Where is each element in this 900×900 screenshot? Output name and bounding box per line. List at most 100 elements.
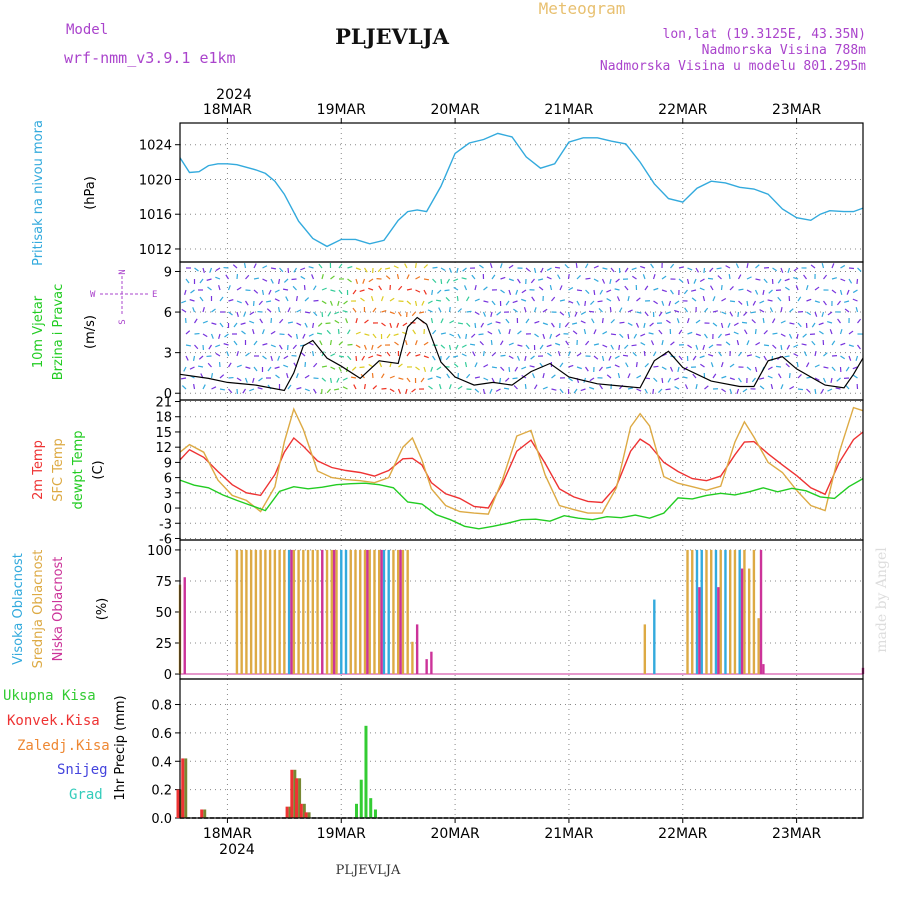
wind-arrow: [708, 353, 714, 357]
wind-arrow: [670, 263, 675, 269]
wind-arrow: [415, 289, 421, 293]
wind-arrow: [593, 355, 599, 360]
compass-rose: N S W E: [90, 269, 157, 324]
wind-arrow: [583, 328, 587, 335]
wind-arrow: [312, 285, 317, 291]
wind-arrow: [304, 388, 310, 392]
wind-arrow: [703, 267, 706, 274]
precip-bar: [373, 809, 377, 818]
wind-arrow: [371, 344, 374, 350]
wind-arrow: [207, 362, 212, 368]
wind-arrow: [763, 344, 770, 347]
wind-arrow: [202, 320, 208, 324]
wind-arrow: [258, 300, 263, 306]
wind-arrow: [650, 263, 654, 269]
precip-bar: [176, 789, 180, 818]
wind-arrow: [648, 332, 654, 335]
wind-arrow: [640, 333, 646, 337]
wind-arrow: [228, 299, 234, 302]
wind-arrow: [584, 300, 587, 307]
wind-arrow: [796, 333, 799, 340]
wind-arrow: [624, 344, 629, 349]
wind-arrow: [381, 322, 386, 327]
wind-arrow: [368, 355, 374, 359]
wind-arrow: [702, 296, 706, 302]
wind-arrow: [185, 344, 192, 347]
wind-arrow: [848, 278, 853, 284]
wind-arrow: [661, 300, 665, 306]
cloud-bar: [316, 549, 319, 675]
wind-arrow: [678, 329, 683, 335]
wind-arrow: [814, 350, 817, 357]
wind-arrow: [218, 285, 221, 291]
wind-arrow: [405, 388, 408, 394]
wind-arrow: [780, 344, 783, 351]
wind-arrow: [398, 285, 403, 291]
y-tick-label: 0.6: [151, 727, 172, 742]
wind-arrow: [754, 366, 758, 372]
wind-arrow: [593, 278, 599, 282]
wind-arrow: [805, 362, 810, 368]
wind-arrow: [533, 267, 537, 274]
wind-arrow: [622, 354, 629, 357]
wind-arrow: [699, 355, 705, 359]
wind-arrow: [852, 374, 858, 379]
wind-arrow: [524, 383, 527, 390]
wind-arrow: [440, 318, 444, 324]
wind-arrow: [268, 289, 272, 295]
wind-arrow: [695, 267, 700, 273]
wind-arrow: [580, 388, 586, 392]
wind-arrow: [589, 377, 595, 382]
wind-arrow: [215, 267, 221, 272]
wind-arrow: [610, 344, 614, 350]
wind-arrow: [653, 377, 658, 382]
wind-arrow: [411, 388, 416, 393]
wind-arrow: [482, 311, 487, 317]
wind-arrow: [342, 310, 348, 313]
wind-arrow: [733, 322, 739, 327]
wind-arrow: [274, 366, 280, 369]
wind-arrow: [767, 366, 773, 371]
cloud-bar: [259, 549, 262, 675]
wind-arrow: [614, 355, 620, 359]
wind-arrow: [686, 278, 690, 284]
y-tick-label: 9: [164, 265, 172, 280]
wind-arrow: [372, 307, 377, 313]
wind-arrow: [777, 296, 782, 302]
wind-arrow: [270, 355, 273, 361]
wind-arrow: [466, 310, 472, 313]
wind-arrow: [414, 340, 418, 346]
wind-arrow: [500, 354, 506, 357]
wind-arrow: [844, 300, 850, 303]
wind-arrow-field: [180, 262, 863, 395]
cloud-bar: [430, 651, 433, 675]
wind-arrow: [252, 377, 255, 383]
wind-arrow: [721, 311, 727, 315]
wind-arrow: [661, 366, 667, 370]
wind-arrow: [767, 299, 773, 302]
wind-arrow: [219, 322, 224, 328]
wind-arrow: [729, 388, 733, 394]
y-tick-label: 0.8: [151, 699, 172, 714]
cloud-bar: [235, 549, 239, 675]
wind-arrow: [602, 331, 608, 335]
wind-arrow: [712, 373, 717, 379]
wind-arrow: [431, 355, 436, 361]
wind-arrow: [780, 384, 784, 390]
wind-arrow: [823, 366, 829, 369]
wind-arrow: [608, 355, 612, 361]
y-tick-label: 18: [155, 411, 172, 426]
wind-arrow: [474, 285, 477, 291]
cloud-bar: [757, 618, 760, 675]
wind-arrow: [644, 363, 649, 368]
wind-arrow: [491, 366, 498, 369]
top-day-label: 22MAR: [658, 102, 707, 118]
wind-arrow: [244, 300, 249, 306]
wind-arrow: [709, 285, 714, 291]
wind-arrow: [683, 289, 688, 295]
wind-arrow: [814, 286, 820, 291]
temp-sfc-label: SFC Temp: [51, 438, 66, 502]
wind-arrow: [674, 377, 680, 381]
wind-arrow: [618, 344, 621, 351]
wind-arrow: [508, 264, 514, 269]
